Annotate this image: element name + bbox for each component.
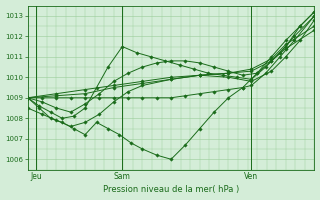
X-axis label: Pression niveau de la mer( hPa ): Pression niveau de la mer( hPa ): [103, 185, 239, 194]
